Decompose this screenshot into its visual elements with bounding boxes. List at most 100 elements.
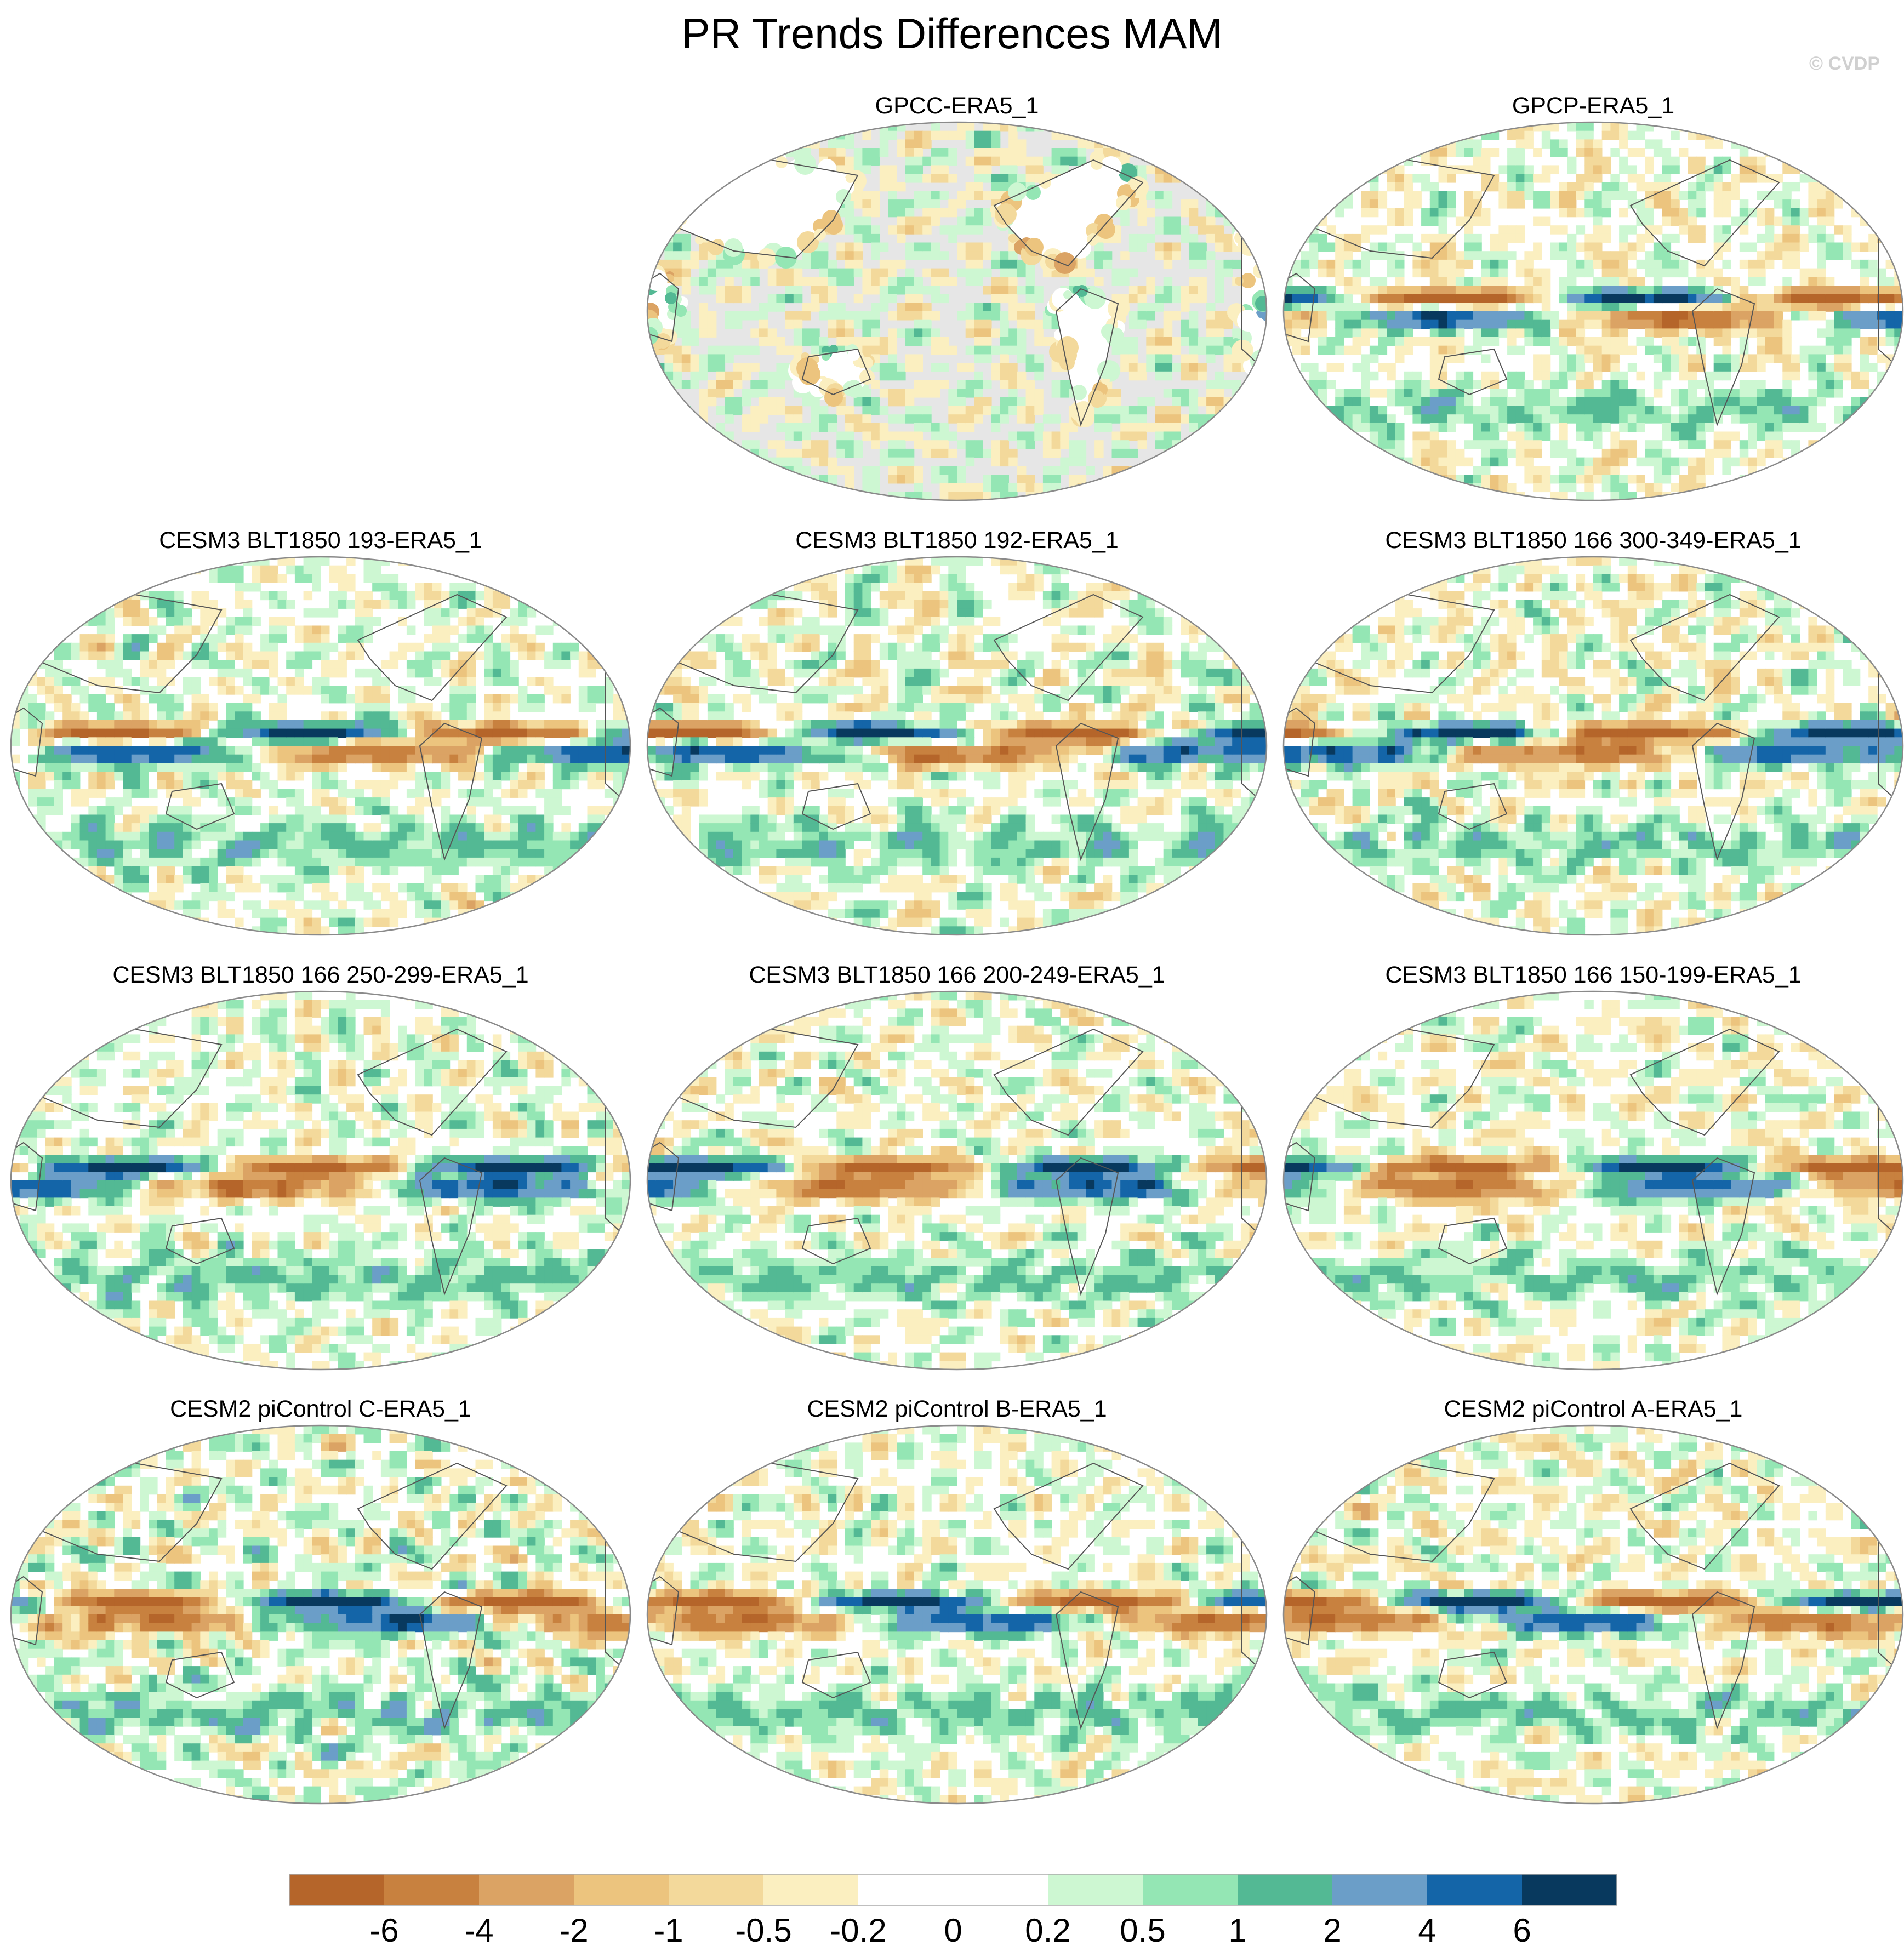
map-panel: GPCC-ERA5_1 [646,93,1268,501]
coastline [35,1028,223,1128]
map-outline [10,990,631,1371]
coastline [35,594,223,694]
coastline [165,783,235,830]
colorbar-tick-label: 2 [1323,1912,1341,1949]
precip-trend-field [1284,557,1903,935]
colorbar-swatch [1427,1874,1523,1905]
map-panel: CESM3 BLT1850 166 250-299-ERA5_1 [10,962,631,1371]
map-outline [646,1424,1268,1805]
coastline [419,1157,483,1296]
map-panel: CESM2 piControl B-ERA5_1 [646,1396,1268,1805]
coastline [165,1217,235,1265]
figure-title: PR Trends Differences MAM [682,9,1223,58]
map-panel: CESM3 BLT1850 166 300-349-ERA5_1 [1282,527,1904,936]
coastline [993,1462,1144,1570]
coastline [35,1462,223,1562]
coastline [419,722,483,861]
coastline [671,1462,859,1562]
colorbar-swatch [384,1874,480,1905]
coastline [1691,722,1755,861]
coastline [671,1028,859,1128]
coastline [1629,1462,1780,1570]
precip-trend-field [11,557,630,935]
coastline [1055,1157,1119,1296]
map-outline [1282,1424,1904,1805]
panel-title: CESM3 BLT1850 166 150-199-ERA5_1 [1385,962,1801,988]
coastline [1629,594,1780,701]
colorbar-swatch [1522,1874,1617,1905]
panel-title: CESM2 piControl B-ERA5_1 [807,1396,1107,1422]
coastline [1629,159,1780,267]
cvdp-watermark: © CVDP [1809,53,1880,74]
colorbar-tick-label: 6 [1513,1912,1531,1949]
panel-title: GPCP-ERA5_1 [1512,93,1674,119]
map-panels: GPCC-ERA5_1 GPCP-ERA5_1 CESM3 BLT1850 193-… [10,93,1904,1805]
coastline [357,594,508,701]
colorbar-swatch [1332,1874,1428,1905]
map-panel: CESM3 BLT1850 192-ERA5_1 [646,527,1268,936]
colorbar-tick-label: 1 [1228,1912,1246,1949]
colorbar: -6 -4 -2 -1 -0.5 -0.2 0 0.2 0.5 1 2 4 6 [289,1874,1617,1949]
colorbar-swatch [858,1874,954,1905]
map-outline [1282,556,1904,936]
map-panel: CESM3 BLT1850 166 150-199-ERA5_1 [1282,962,1904,1371]
coastline [671,159,859,259]
panel-title: CESM3 BLT1850 166 200-249-ERA5_1 [749,962,1165,988]
coastline [1629,1028,1780,1136]
map-outline [1282,121,1904,501]
coastline [993,594,1144,701]
colorbar-tick-label: 4 [1418,1912,1436,1949]
colorbar-swatch [1238,1874,1333,1905]
colorbar-swatch [479,1874,574,1905]
coastline [165,1651,235,1699]
precip-trend-field [647,557,1267,935]
coastline [1438,783,1508,830]
colorbar-tick-label: -2 [559,1912,588,1949]
coastline [801,1217,871,1265]
panel-title: CESM3 BLT1850 193-ERA5_1 [159,527,482,554]
coastline [1055,1591,1119,1730]
coastline [671,594,859,694]
colorbar-tick-label: 0.2 [1025,1912,1070,1949]
colorbar-tick-label: -0.5 [735,1912,791,1949]
coastline [993,159,1144,267]
coastline [1691,1157,1755,1296]
precip-trend-field [11,991,630,1370]
map-outline [10,1424,631,1805]
coastline [801,348,871,396]
coastline [1691,1591,1755,1730]
coastline [1307,594,1495,694]
coastline [1438,1217,1508,1265]
coastline [1307,159,1495,259]
colorbar-swatch [763,1874,859,1905]
precip-trend-field [1284,991,1903,1370]
map-panel: CESM2 piControl C-ERA5_1 [10,1396,631,1805]
panel-title: CESM2 piControl A-ERA5_1 [1444,1396,1743,1422]
coastline [1691,288,1755,427]
map-panel: CESM3 BLT1850 166 200-249-ERA5_1 [646,962,1268,1371]
colorbar-tick-label: -0.2 [830,1912,886,1949]
precip-trend-field [647,122,1267,500]
coastline [1055,288,1119,427]
precip-trend-field [647,991,1267,1370]
map-outline [10,556,631,936]
panel-title: CESM3 BLT1850 166 250-299-ERA5_1 [112,962,528,988]
map-panel: GPCP-ERA5_1 [1282,93,1904,501]
map-outline [646,990,1268,1371]
coastline [1438,348,1508,396]
colorbar-swatch [289,1874,385,1905]
coastline [1438,1651,1508,1699]
panel-title: CESM3 BLT1850 166 300-349-ERA5_1 [1385,527,1801,554]
colorbar-swatch [1143,1874,1238,1905]
map-outline [1282,990,1904,1371]
panel-title: CESM2 piControl C-ERA5_1 [170,1396,471,1422]
precip-trend-field [647,1425,1267,1804]
coastline [419,1591,483,1730]
coastline [1307,1462,1495,1562]
colorbar-tick-label: -6 [369,1912,398,1949]
panel-title: CESM3 BLT1850 192-ERA5_1 [795,527,1119,554]
panel-title: GPCC-ERA5_1 [875,93,1039,119]
precip-trend-field [1284,1425,1903,1804]
coastline [801,1651,871,1699]
